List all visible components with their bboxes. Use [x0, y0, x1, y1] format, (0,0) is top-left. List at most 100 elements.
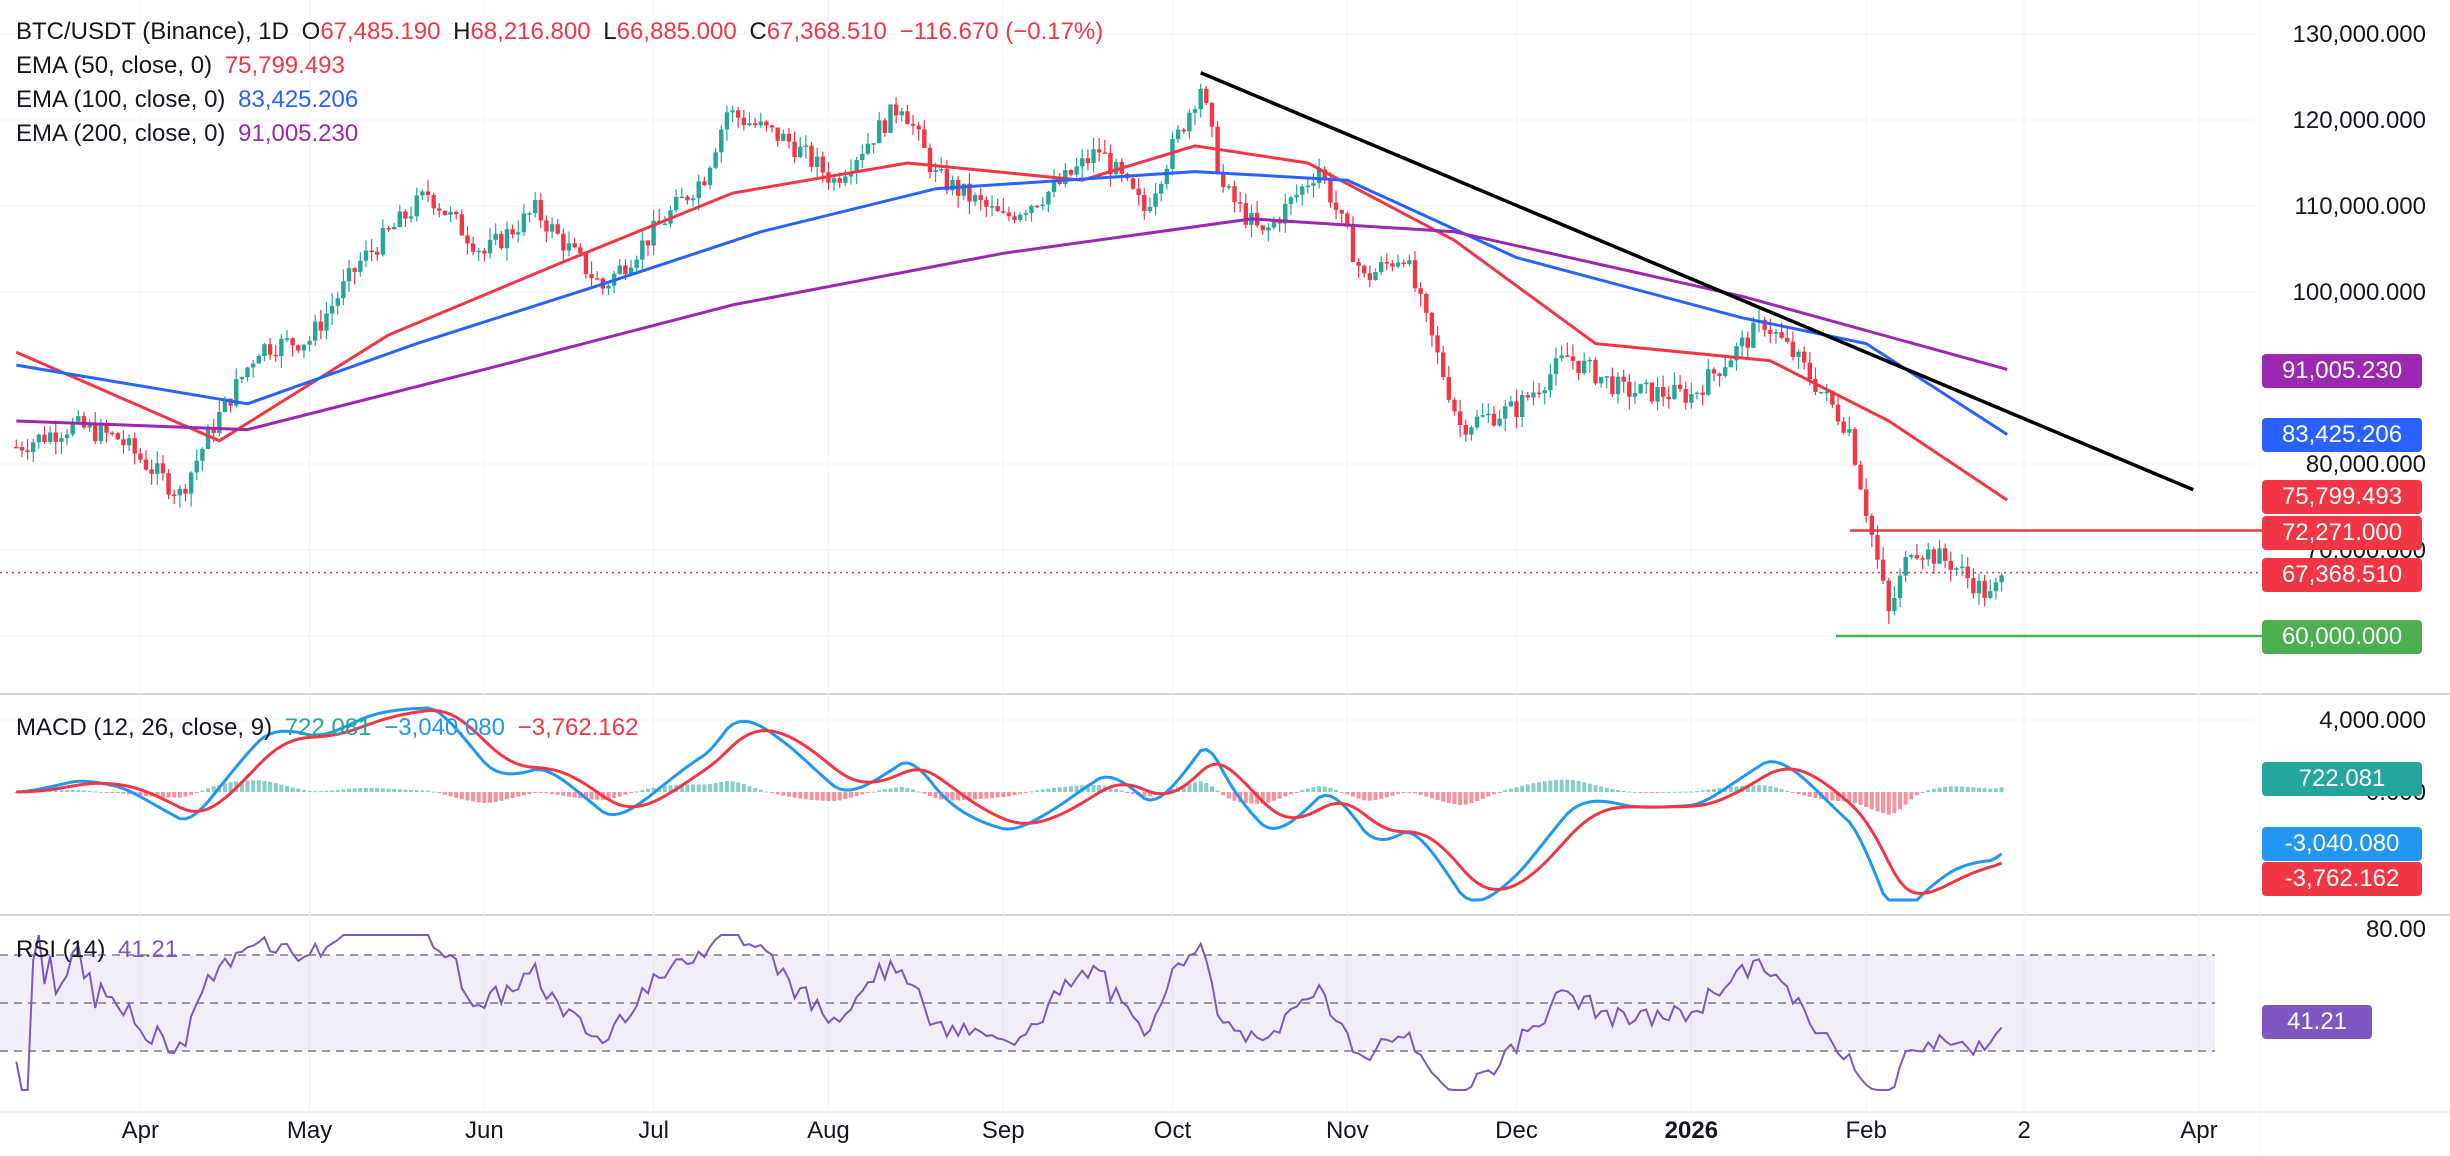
- candle-body: [307, 340, 312, 345]
- ema50-price-tag: 75,799.493: [2262, 480, 2422, 514]
- candle-body: [1604, 376, 1609, 378]
- macd-hist-bar: [1582, 782, 1587, 792]
- candle-body: [19, 447, 25, 451]
- candle-body: [713, 152, 718, 168]
- candle-body: [313, 321, 318, 341]
- macd-hist-bar: [1886, 792, 1891, 815]
- macd-hist-bar: [724, 780, 729, 792]
- macd-hist-bar: [1091, 785, 1096, 792]
- candle-body: [425, 191, 431, 195]
- macd-hist-bar: [290, 787, 295, 792]
- candle-body: [1260, 225, 1265, 231]
- candle-body: [939, 169, 944, 171]
- candle-body: [1474, 416, 1480, 428]
- ema100-price-tag: 83,425.206: [2262, 418, 2422, 452]
- macd-hist-bar: [1554, 780, 1558, 792]
- o-value: 67,485.190: [320, 18, 441, 45]
- macd-hist-bar: [702, 784, 707, 792]
- price-tick-label: 110,000.000: [2294, 193, 2426, 220]
- macd-pane[interactable]: [14, 706, 2004, 902]
- macd-hist-bar: [1661, 791, 1666, 793]
- macd-hist-bar: [251, 780, 256, 792]
- candle-body: [871, 143, 876, 145]
- change-value: −116.670 (−0.17%): [899, 18, 1104, 45]
- candle-body: [1164, 168, 1170, 185]
- macd-hist-value: 722.081: [284, 714, 372, 741]
- macd-hist-bar: [1711, 788, 1716, 792]
- rsi-pane[interactable]: [0, 934, 2215, 1091]
- macd-hist-bar: [1525, 784, 1530, 792]
- macd-hist-bar: [1429, 792, 1434, 799]
- macd-hist-bar: [1475, 792, 1480, 802]
- candle-body: [702, 181, 707, 186]
- trendline: [1200, 71, 2194, 492]
- candle-body: [296, 345, 301, 351]
- candle-body: [42, 434, 47, 442]
- candle-body: [995, 206, 1000, 212]
- macd-hist-bar: [634, 791, 639, 793]
- candle-body: [1418, 288, 1423, 294]
- candle-body: [747, 123, 752, 126]
- candle-body: [707, 167, 713, 186]
- candle-body: [126, 438, 132, 446]
- macd-hist-bar: [239, 780, 244, 792]
- candle-body: [1903, 556, 1908, 576]
- candle-body: [1034, 205, 1040, 208]
- time-tick-label: Dec: [1495, 1117, 1538, 1144]
- candle-body: [1830, 391, 1835, 405]
- candle-body: [882, 120, 888, 133]
- macd-hist-bar: [809, 792, 814, 800]
- candle-body: [70, 421, 75, 435]
- candle-body: [1632, 393, 1638, 397]
- candle-body: [984, 200, 989, 207]
- macd-hist-bar: [1339, 792, 1344, 793]
- candle-body: [1294, 194, 1299, 198]
- macd-hist-bar: [358, 788, 363, 792]
- price-pane[interactable]: [0, 71, 2262, 638]
- candle-body: [1779, 332, 1784, 338]
- macd-hist-bar: [414, 790, 419, 792]
- candle-body: [437, 208, 442, 211]
- candle-body: [764, 121, 769, 126]
- time-tick-label: Aug: [807, 1117, 850, 1144]
- candle-body: [1897, 575, 1903, 599]
- candle-body: [961, 183, 966, 196]
- macd-hist-bar: [392, 789, 397, 792]
- rsi-legend[interactable]: RSI (14) 41.21: [16, 936, 184, 964]
- ema100-legend[interactable]: EMA (100, close, 0) 83,425.206: [16, 86, 364, 114]
- candle-body: [459, 214, 465, 236]
- macd-hist-bar: [1751, 785, 1756, 792]
- candle-body: [719, 129, 724, 153]
- macd-hist-bar: [967, 792, 972, 800]
- macd-hist-bar: [956, 792, 961, 801]
- candle-body: [1469, 427, 1474, 435]
- macd-hist-bar: [1683, 791, 1688, 793]
- price-tick-label: 100,000.000: [2293, 279, 2426, 306]
- candle-body: [121, 439, 126, 446]
- candle-body: [978, 195, 983, 201]
- macd-hist-bar: [1491, 792, 1496, 795]
- candle-body: [1615, 376, 1621, 395]
- macd-hist-bar: [1858, 792, 1863, 805]
- candle-body: [160, 463, 166, 474]
- candle-body: [194, 460, 199, 473]
- macd-hist-bar: [1458, 792, 1463, 806]
- ema200-legend[interactable]: EMA (200, close, 0) 91,005.230: [16, 120, 364, 148]
- ema50-legend[interactable]: EMA (50, close, 0) 75,799.493: [16, 52, 351, 80]
- macd-legend[interactable]: MACD (12, 26, close, 9) 722.081 −3,040.0…: [16, 714, 644, 742]
- candle-body: [606, 285, 611, 289]
- symbol-legend: BTC/USDT (Binance), 1D O67,485.190 H68,2…: [16, 18, 1109, 46]
- candle-body: [1982, 580, 1987, 599]
- macd-hist-bar: [1807, 792, 1812, 797]
- candle-body: [1362, 265, 1367, 274]
- macd-hist-bar: [803, 792, 808, 800]
- macd-hist-bar: [1926, 790, 1931, 792]
- macd-hist-bar: [1018, 792, 1023, 794]
- macd-hist-bar: [222, 783, 227, 792]
- macd-hist-bar: [1497, 792, 1502, 793]
- h-label: H: [453, 18, 471, 45]
- macd-hist-bar: [1074, 785, 1079, 792]
- candle-body: [1074, 166, 1079, 175]
- candle-body: [1965, 566, 1970, 579]
